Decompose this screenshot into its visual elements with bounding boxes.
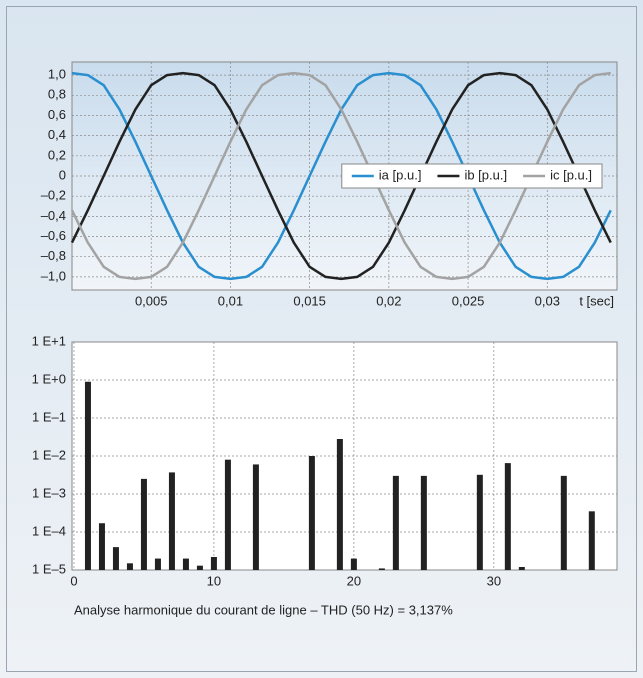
bar [518, 566, 525, 570]
x-tick-label: 30 [487, 573, 501, 588]
x-tick-label: 0,015 [293, 293, 326, 308]
legend-label: ic [p.u.] [550, 167, 592, 182]
y-tick-label: 1 E+1 [32, 333, 66, 348]
y-tick-label: 0,4 [48, 127, 66, 142]
series-line [70, 71, 612, 281]
bar [378, 568, 385, 570]
bar [140, 478, 147, 570]
bar [168, 472, 175, 570]
x-tick-label: 0,03 [535, 293, 560, 308]
bar [84, 381, 91, 570]
y-tick-label: 0,2 [48, 147, 66, 162]
legend: ia [p.u.] ib [p.u.] ic [p.u.] [341, 163, 603, 189]
bar [182, 558, 189, 570]
x-axis-label: t [sec] [579, 293, 614, 308]
bar [588, 511, 595, 570]
bar [420, 475, 427, 570]
y-tick-label: 1,0 [48, 67, 66, 82]
series-line [70, 71, 611, 281]
y-tick-label: 1 E–4 [32, 523, 66, 538]
bar [308, 456, 315, 570]
frame [6, 6, 637, 672]
bar [98, 523, 105, 570]
bar [154, 558, 161, 570]
x-tick-label: 0,005 [135, 293, 168, 308]
bar [476, 474, 483, 570]
bar [252, 464, 259, 570]
y-tick-label: 1 E+0 [32, 371, 66, 386]
y-tick-label: –0,2 [41, 188, 66, 203]
bar [392, 475, 399, 570]
bar [350, 558, 357, 570]
x-tick-label: 10 [207, 573, 221, 588]
legend-box [341, 163, 603, 189]
x-tick-label: 0,02 [376, 293, 401, 308]
y-tick-label: –1,0 [41, 268, 66, 283]
y-tick-label: 0,6 [48, 107, 66, 122]
legend-label: ia [p.u.] [379, 167, 422, 182]
bar [336, 439, 343, 570]
bar [224, 459, 231, 570]
y-tick-label: 1 E–1 [32, 409, 66, 424]
y-tick-label: –0,4 [41, 208, 66, 223]
bar [112, 547, 119, 570]
x-axis-label: Analyse harmonique du courant de ligne –… [74, 602, 453, 617]
x-tick-label: 0,025 [452, 293, 485, 308]
y-tick-label: 1 E–2 [32, 447, 66, 462]
bar [560, 475, 567, 570]
legend-label: ib [p.u.] [464, 167, 507, 182]
bar [504, 463, 511, 570]
x-tick-label: 0,01 [218, 293, 243, 308]
y-tick-label: 0 [59, 167, 66, 182]
x-tick-label: 0 [70, 573, 77, 588]
y-tick-label: –0,8 [41, 248, 66, 263]
y-tick-label: 1 E–3 [32, 485, 66, 500]
y-tick-label: 0,8 [48, 87, 66, 102]
x-tick-label: 20 [347, 573, 361, 588]
y-tick-label: 1 E–5 [32, 561, 66, 576]
bar [126, 563, 133, 570]
bar [196, 565, 203, 570]
y-tick-label: –0,6 [41, 228, 66, 243]
bar [210, 556, 217, 570]
